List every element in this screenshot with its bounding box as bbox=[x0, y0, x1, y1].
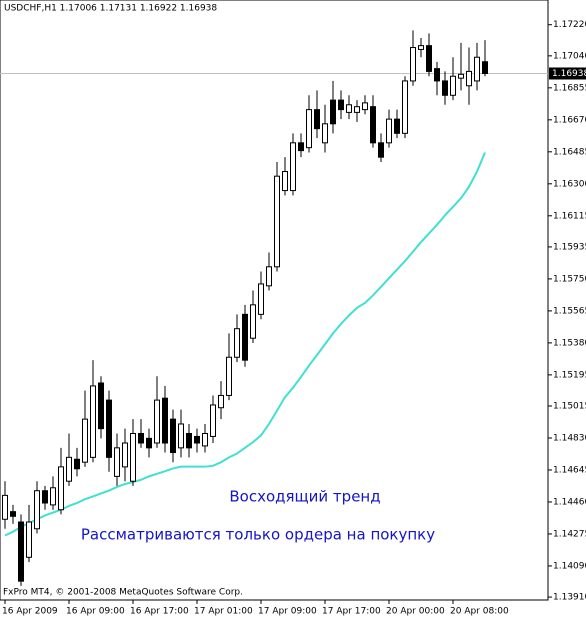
candle-body bbox=[146, 437, 152, 449]
candle-body bbox=[474, 56, 480, 82]
candle-body bbox=[26, 521, 32, 558]
candle-body bbox=[98, 382, 104, 430]
candle-body bbox=[226, 356, 232, 396]
candle-body bbox=[106, 399, 112, 458]
chart-title: USDCHF,H1 1.17006 1.17131 1.16922 1.1693… bbox=[4, 4, 217, 14]
candle-body bbox=[258, 283, 264, 315]
candle-body bbox=[394, 118, 400, 134]
candle-body bbox=[346, 104, 352, 113]
annotation: Восходящий тренд bbox=[229, 488, 380, 506]
y-tick-label: 1.13910 bbox=[553, 593, 586, 603]
candle-body bbox=[418, 45, 424, 50]
y-tick-label: 1.15015 bbox=[553, 401, 586, 411]
y-tick-label: 1.14645 bbox=[553, 465, 586, 475]
candle-body bbox=[178, 423, 184, 449]
y-tick-label: 1.16485 bbox=[553, 147, 586, 157]
x-tick-label: 17 Apr 17:00 bbox=[322, 607, 381, 617]
candle-body bbox=[314, 109, 320, 130]
candle-body bbox=[322, 123, 328, 144]
plot-frame bbox=[0, 0, 549, 601]
y-tick-label: 1.15750 bbox=[553, 274, 586, 284]
price-label: 1.16938 bbox=[552, 69, 586, 79]
candle-body bbox=[482, 61, 488, 74]
candle-body bbox=[274, 175, 280, 268]
candle-body bbox=[202, 432, 208, 447]
candle-body bbox=[50, 487, 56, 506]
candle-body bbox=[42, 490, 48, 504]
candle-body bbox=[90, 385, 96, 458]
y-tick-label: 1.15380 bbox=[553, 338, 586, 348]
candle-body bbox=[442, 80, 448, 96]
candle-body bbox=[10, 511, 16, 517]
candle-body bbox=[378, 142, 384, 158]
candle-body bbox=[290, 142, 296, 192]
candle-body bbox=[186, 432, 192, 449]
candle-body bbox=[18, 521, 24, 582]
candle-body bbox=[242, 313, 248, 361]
candle-body bbox=[34, 490, 40, 530]
x-tick-label: 16 Apr 17:00 bbox=[130, 607, 189, 617]
footer: FxPro MT4, © 2001-2008 MetaQuotes Softwa… bbox=[3, 588, 243, 598]
candle-body bbox=[154, 399, 160, 444]
x-tick-label: 20 Apr 08:00 bbox=[450, 607, 509, 617]
x-tick-label: 17 Apr 09:00 bbox=[258, 607, 317, 617]
x-tick-label: 20 Apr 00:00 bbox=[386, 607, 445, 617]
candle-body bbox=[66, 456, 72, 482]
y-tick-label: 1.14275 bbox=[553, 529, 586, 539]
candle-body bbox=[194, 435, 200, 444]
y-tick-label: 1.16115 bbox=[553, 211, 586, 221]
x-tick-label: 16 Apr 09:00 bbox=[66, 607, 125, 617]
candle-body bbox=[306, 109, 312, 149]
candle-body bbox=[162, 397, 168, 444]
y-tick-label: 1.16855 bbox=[553, 83, 586, 93]
candle-body bbox=[298, 142, 304, 152]
price-label-box bbox=[549, 67, 586, 80]
candle-body bbox=[2, 494, 8, 520]
y-tick-label: 1.14830 bbox=[553, 433, 586, 443]
candle-body bbox=[82, 418, 88, 463]
candle-body bbox=[210, 404, 216, 437]
candle-body bbox=[330, 99, 336, 125]
candle-body bbox=[218, 394, 224, 409]
x-tick-label: 16 Apr 2009 bbox=[2, 607, 58, 617]
candle-body bbox=[402, 80, 408, 134]
y-tick-label: 1.17040 bbox=[553, 51, 586, 61]
candle-body bbox=[426, 45, 432, 72]
candle-body bbox=[58, 466, 64, 511]
candle-body bbox=[122, 442, 128, 468]
y-tick-label: 1.15195 bbox=[553, 370, 586, 380]
y-tick-label: 1.16300 bbox=[553, 179, 586, 189]
y-tick-label: 1.15565 bbox=[553, 306, 586, 316]
candle-body bbox=[266, 266, 272, 287]
y-tick-label: 1.14090 bbox=[553, 561, 586, 571]
candle-body bbox=[466, 70, 472, 87]
y-tick-label: 1.15935 bbox=[553, 242, 586, 252]
candle-body bbox=[282, 171, 288, 192]
candle-body bbox=[362, 102, 368, 111]
candle-body bbox=[370, 106, 376, 144]
annotation: Рассматриваются только ордера на покупку bbox=[81, 526, 435, 544]
candle-body bbox=[234, 328, 240, 358]
candle-body bbox=[354, 106, 360, 113]
candle-body bbox=[114, 447, 120, 477]
candle-body bbox=[458, 73, 464, 79]
y-tick-label: 1.16670 bbox=[553, 115, 586, 125]
candle-body bbox=[450, 75, 456, 96]
y-tick-label: 1.14460 bbox=[553, 497, 586, 507]
candle-body bbox=[338, 99, 344, 111]
trend-line bbox=[4, 152, 486, 537]
candle-body bbox=[170, 418, 176, 454]
candle-body bbox=[138, 432, 144, 444]
candle-body bbox=[434, 68, 440, 82]
candle-body bbox=[386, 118, 392, 144]
y-tick-label: 1.17220 bbox=[553, 20, 586, 30]
x-tick-label: 17 Apr 01:00 bbox=[194, 607, 253, 617]
candle-body bbox=[74, 458, 80, 470]
candle-body bbox=[250, 304, 256, 339]
candle-body bbox=[410, 47, 416, 82]
candle-body bbox=[130, 432, 136, 482]
